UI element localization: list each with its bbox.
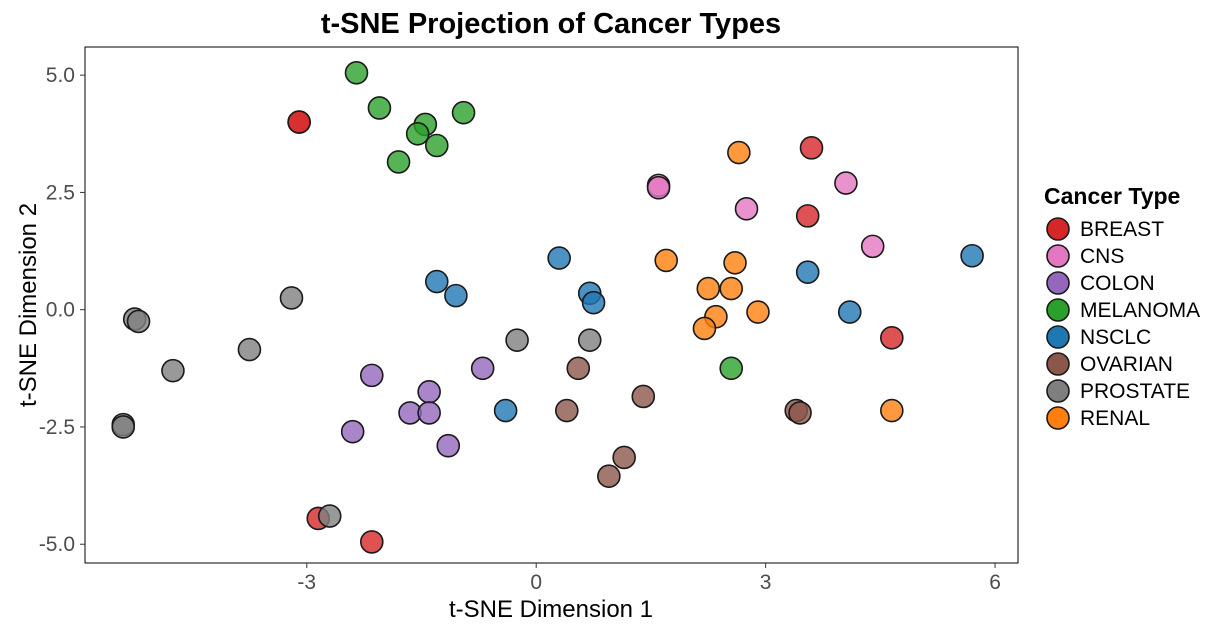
data-point-renal (727, 140, 751, 165)
data-points (111, 61, 984, 554)
data-point-prostate (577, 328, 602, 352)
legend-key-cns (1046, 244, 1070, 268)
data-point-nsclc (547, 246, 571, 270)
data-point-melanoma (424, 133, 449, 158)
data-point-cns (834, 171, 858, 195)
data-point-renal (692, 316, 717, 341)
data-point-prostate (317, 504, 342, 528)
data-point-renal (719, 276, 744, 301)
y-tick-label: 5.0 (46, 64, 75, 87)
legend-label: CNS (1080, 245, 1124, 268)
data-point-colon (417, 401, 441, 425)
data-point-breast (359, 530, 384, 554)
data-point-renal (880, 398, 904, 423)
legend-key-breast (1046, 217, 1070, 241)
legend-title: Cancer Type (1044, 183, 1180, 209)
data-point-melanoma (451, 100, 476, 125)
legend-label: BREAST (1080, 218, 1164, 241)
legend-key-colon (1046, 271, 1070, 295)
y-axis-title: t-SNE Dimension 2 (15, 203, 42, 407)
data-point-nsclc (493, 398, 518, 423)
data-point-nsclc (581, 290, 606, 315)
data-point-prostate (161, 358, 185, 383)
data-point-melanoma (367, 96, 392, 120)
legend: Cancer Type BREAST CNS COLON MELANOMA NSCLC O… (1044, 183, 1200, 430)
data-point-colon (340, 419, 365, 444)
legend-key-prostate (1046, 379, 1070, 403)
data-point-prostate (279, 286, 304, 310)
data-point-ovarian (566, 356, 591, 381)
data-point-cns (734, 197, 759, 221)
x-tick-label: 6 (989, 571, 1001, 594)
legend-label: NSCLC (1080, 326, 1151, 349)
data-point-renal (654, 248, 679, 273)
data-point-renal (723, 250, 747, 275)
plot-area (84, 46, 1019, 564)
data-point-breast (795, 204, 820, 228)
data-point-cns (646, 175, 671, 200)
data-point-prostate (237, 337, 262, 362)
legend-key-melanoma (1046, 298, 1070, 322)
y-tick-label: -5.0 (39, 533, 75, 556)
x-axis-title: t-SNE Dimension 1 (449, 596, 653, 623)
data-point-nsclc (960, 243, 984, 268)
data-point-prostate (505, 328, 529, 352)
data-point-melanoma (386, 150, 411, 174)
data-point-nsclc (837, 300, 862, 324)
data-point-breast (799, 136, 824, 160)
data-point-colon (470, 356, 495, 381)
data-point-prostate (126, 309, 151, 334)
data-point-melanoma (344, 61, 369, 85)
data-point-ovarian (597, 464, 621, 489)
data-point-ovarian (554, 398, 579, 423)
data-point-ovarian (631, 384, 656, 409)
data-point-melanoma (405, 121, 430, 146)
y-tick-label: 2.5 (46, 181, 75, 204)
data-point-colon (359, 363, 384, 388)
data-point-colon (417, 379, 441, 404)
legend-label: MELANOMA (1080, 299, 1200, 322)
data-point-renal (746, 300, 770, 324)
data-point-cns (860, 234, 885, 259)
data-point-nsclc (444, 283, 468, 308)
chart-title: t-SNE Projection of Cancer Types (321, 8, 781, 40)
legend-key-ovarian (1046, 352, 1070, 376)
legend-label: PROSTATE (1080, 380, 1190, 403)
data-point-colon (436, 433, 461, 458)
y-tick-label: -2.5 (39, 416, 75, 439)
data-point-nsclc (424, 269, 449, 294)
data-point-renal (696, 276, 721, 301)
y-axis: 5.0 2.5 0.0 -2.5 -5.0 (39, 64, 85, 556)
x-tick-label: -3 (297, 571, 316, 594)
data-point-prostate (111, 415, 136, 439)
x-axis: -3 0 3 6 (297, 563, 1001, 594)
legend-label: OVARIAN (1080, 353, 1173, 376)
data-point-breast (287, 110, 311, 134)
legend-label: RENAL (1080, 407, 1150, 430)
data-point-ovarian (788, 401, 812, 425)
plot-panel (84, 46, 1019, 564)
data-point-melanoma (719, 356, 744, 381)
x-tick-label: 0 (530, 571, 542, 594)
x-tick-label: 3 (760, 571, 772, 594)
data-point-breast (880, 326, 904, 350)
y-tick-label: 0.0 (46, 299, 75, 322)
legend-key-renal (1046, 406, 1070, 430)
legend-key-nsclc (1046, 325, 1070, 349)
data-point-ovarian (612, 445, 636, 470)
data-point-nsclc (795, 260, 820, 284)
legend-label: COLON (1080, 272, 1155, 295)
